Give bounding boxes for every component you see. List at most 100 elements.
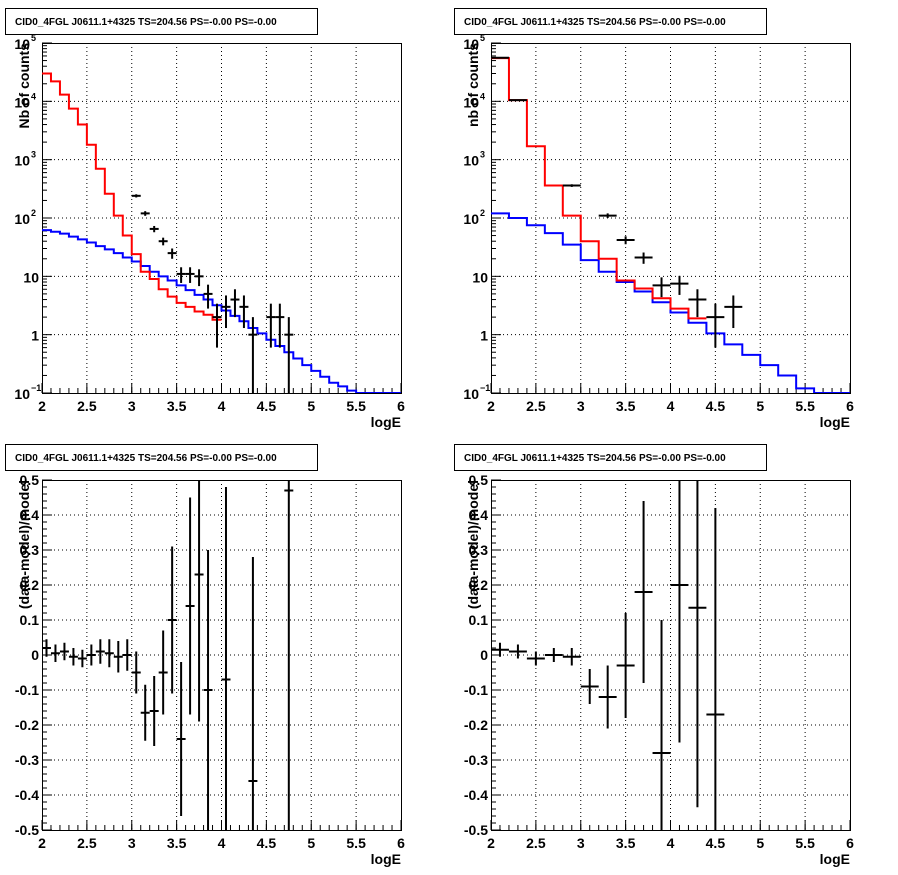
y-tick-label: 10 (14, 211, 30, 227)
residual-point (616, 613, 635, 718)
residual-point (544, 648, 563, 662)
y-tick-exponent: 2 (31, 208, 36, 218)
x-tick-label: 3 (577, 398, 585, 414)
y-tick-label: 0.4 (469, 507, 489, 523)
residual-point (122, 639, 132, 671)
data-point (598, 213, 617, 218)
y-tick-label: 10 (463, 211, 479, 227)
x-tick-label: 4 (667, 398, 675, 414)
residual-point (670, 480, 689, 743)
x-tick-label: 3.5 (616, 398, 636, 414)
x-tick-label: 6 (397, 398, 405, 414)
x-tick-label: 3.5 (167, 398, 187, 414)
y-axis-label: nb of counts (465, 43, 481, 127)
data-point (724, 295, 743, 329)
residual-point (50, 644, 60, 662)
y-tick-label: 0.2 (20, 577, 40, 593)
data-point (239, 295, 249, 329)
x-tick-label: 2.5 (526, 835, 546, 851)
y-tick-exponent: 5 (31, 33, 36, 43)
x-tick-label: 6 (397, 835, 405, 851)
y-tick-label: 0.4 (20, 507, 40, 523)
residual-point (598, 665, 617, 729)
y-tick-label: 10 (463, 94, 479, 110)
title-box (454, 444, 767, 471)
data-point (194, 269, 204, 287)
y-tick-label: 0.3 (469, 542, 489, 558)
residual-point (176, 662, 186, 816)
residual-point (42, 639, 51, 657)
residual-point (248, 557, 258, 830)
y-axis-label: Nb of counts (16, 43, 32, 129)
x-tick-label: 3.5 (167, 835, 187, 851)
red-model-histogram (42, 72, 222, 321)
x-tick-label: 4 (667, 835, 675, 851)
y-tick-label: 10 (14, 153, 30, 169)
data-point (706, 303, 725, 348)
x-tick-label: 2 (38, 398, 46, 414)
residual-point (688, 480, 707, 808)
residual-point (203, 550, 213, 830)
residual-point (95, 639, 105, 664)
data-point (634, 252, 653, 264)
y-tick-label: -0.2 (15, 717, 39, 733)
x-tick-label: 5.5 (346, 835, 366, 851)
y-tick-label: 0.1 (20, 612, 40, 628)
y-tick-label: 10 (463, 386, 479, 402)
y-tick-label: -0.4 (15, 787, 39, 803)
blue-model-histogram (42, 229, 401, 393)
x-tick-label: 6 (846, 398, 854, 414)
data-point (652, 277, 671, 298)
residual-point (167, 546, 177, 694)
x-tick-label: 2.5 (77, 835, 97, 851)
residual-point (77, 649, 87, 668)
panel-3: CID0_4FGL J0611.1+4325 TS=204.56 PS=-0.0… (5, 444, 405, 867)
residual-point (562, 648, 581, 666)
chart-title: CID0_4FGL J0611.1+4325 TS=204.56 PS=-0.0… (15, 453, 277, 464)
data-point (266, 303, 276, 348)
x-tick-label: 5 (756, 835, 764, 851)
x-axis-label: logE (820, 851, 850, 867)
x-tick-label: 2 (487, 398, 495, 414)
data-point (203, 284, 213, 309)
x-tick-label: 4.5 (706, 835, 726, 851)
residual-point (221, 487, 231, 830)
y-tick-label: -0.5 (15, 822, 39, 838)
data-point (212, 303, 222, 348)
data-point (616, 236, 635, 245)
x-axis-label: logE (820, 414, 850, 430)
y-tick-label: -0.3 (464, 752, 488, 768)
panel-1: CID0_4FGL J0611.1+4325 TS=204.56 PS=-0.0… (5, 8, 405, 430)
y-tick-exponent: 3 (480, 150, 485, 160)
y-tick-label: -0.3 (15, 752, 39, 768)
y-tick-label: 0.2 (469, 577, 489, 593)
title-box (454, 8, 767, 35)
y-tick-label: 10 (463, 36, 479, 52)
data-point (230, 289, 240, 318)
red-model-histogram (491, 57, 707, 320)
x-tick-label: 3 (577, 835, 585, 851)
y-tick-label: 0.3 (20, 542, 40, 558)
y-tick-label: 0.5 (469, 472, 489, 488)
residual-point (185, 497, 195, 715)
y-tick-label: 10 (23, 269, 39, 285)
residual-point (491, 642, 509, 657)
data-point (185, 267, 195, 283)
panel-2: CID0_4FGL J0611.1+4325 TS=204.56 PS=-0.0… (454, 8, 854, 430)
title-box (5, 444, 318, 471)
data-point (688, 289, 707, 318)
data-point (158, 237, 168, 246)
residual-point (706, 508, 725, 830)
y-tick-label: 1 (31, 328, 39, 344)
residual-point (86, 644, 96, 666)
x-tick-label: 4.5 (706, 398, 726, 414)
data-point (176, 267, 186, 283)
data-point (140, 211, 150, 216)
y-tick-label: 10 (14, 36, 30, 52)
data-point (562, 184, 581, 187)
x-tick-label: 6 (846, 835, 854, 851)
data-point (167, 248, 177, 259)
x-tick-label: 4 (218, 835, 226, 851)
x-axis-label: logE (371, 851, 401, 867)
x-tick-label: 3.5 (616, 835, 636, 851)
